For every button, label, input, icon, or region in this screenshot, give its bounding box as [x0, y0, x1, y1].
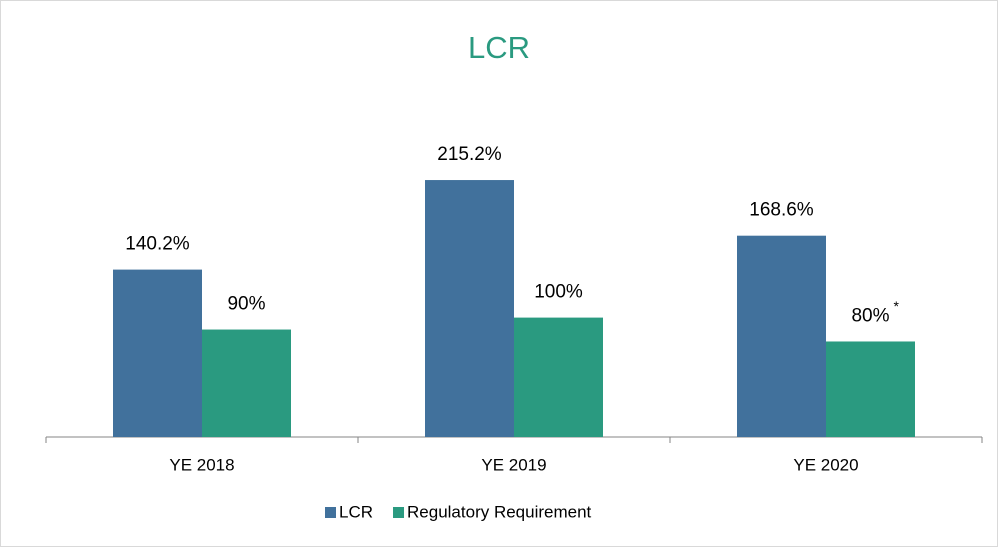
bar	[202, 329, 291, 437]
data-label: 215.2%	[437, 144, 502, 165]
x-tick-label: YE 2020	[793, 455, 858, 474]
data-label: 168.6%	[749, 200, 814, 221]
data-label: 140.2%	[125, 234, 190, 255]
bar	[826, 341, 915, 437]
x-tick-label: YE 2018	[169, 455, 234, 474]
chart-title: LCR	[468, 30, 530, 65]
data-label: 100%	[534, 282, 583, 303]
legend-label: Regulatory Requirement	[407, 502, 592, 521]
bar	[737, 235, 826, 437]
annotation: *	[894, 298, 900, 314]
legend-swatch	[393, 507, 405, 518]
bar	[514, 317, 603, 437]
x-tick-label: YE 2019	[481, 455, 546, 474]
bar	[425, 180, 514, 437]
bar	[113, 269, 202, 437]
data-label: 90%	[227, 294, 265, 315]
data-label: 80%	[851, 305, 889, 326]
legend-label: LCR	[339, 502, 373, 521]
legend-swatch	[325, 507, 336, 518]
